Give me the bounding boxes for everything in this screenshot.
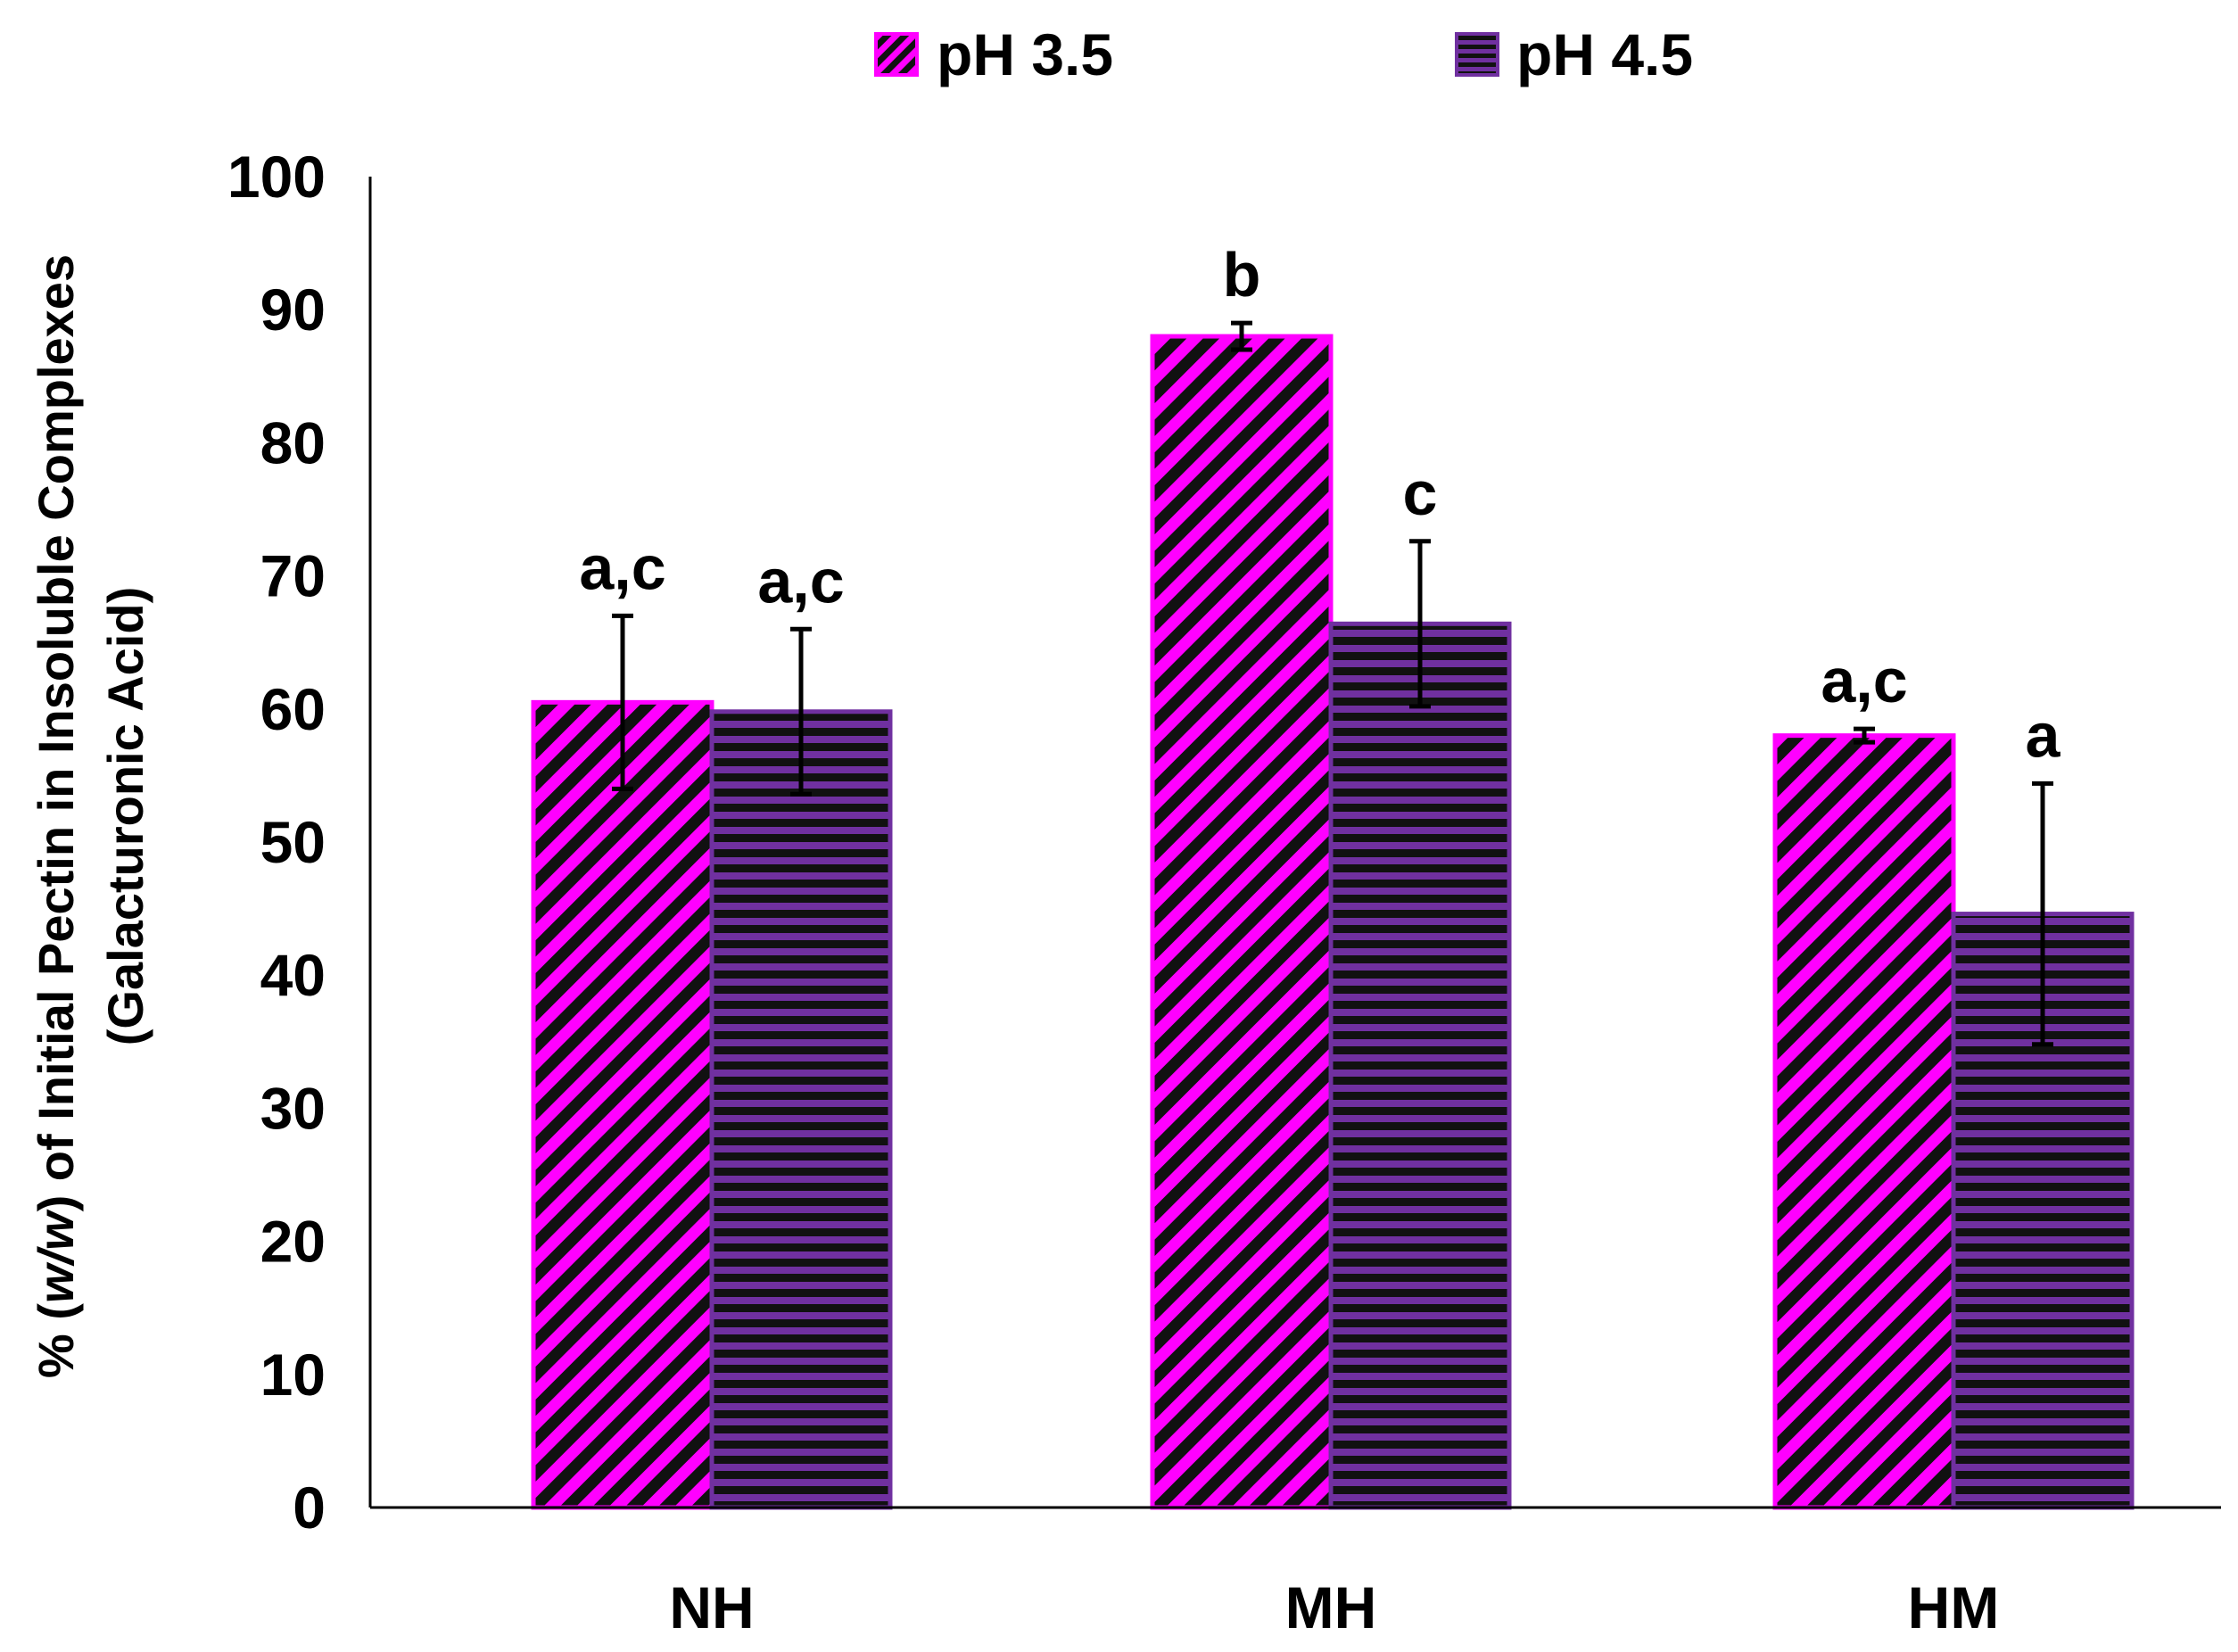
legend-swatch-ph35: [874, 32, 919, 77]
y-tick-label: 40: [260, 942, 326, 1008]
legend: pH 3.5 pH 4.5: [874, 21, 1693, 87]
error-bar: [1409, 539, 1431, 709]
y-tick-label: 10: [260, 1342, 326, 1408]
significance-label: a,c: [757, 546, 844, 615]
y-tick-label: 90: [260, 277, 326, 343]
y-tick-label: 100: [227, 144, 326, 210]
x-category-label: NH: [669, 1574, 754, 1640]
significance-label: a,c: [579, 533, 665, 602]
y-tick-label: 70: [260, 543, 326, 609]
y-tick-label: 0: [293, 1474, 326, 1540]
error-bar: [1854, 726, 1875, 745]
y-tick-label: 20: [260, 1209, 326, 1275]
x-axis-labels: NH MH HM: [669, 1574, 1999, 1640]
y-tick-label: 60: [260, 676, 326, 742]
y-tick-label: 50: [260, 809, 326, 875]
error-bars: [612, 320, 2053, 1047]
bar-hm-series1: [1772, 733, 1956, 1510]
legend-swatch-ph45: [1455, 32, 1499, 77]
significance-label: a,c: [1821, 646, 1907, 715]
significance-label: a: [2026, 700, 2061, 770]
x-category-label: HM: [1908, 1574, 2000, 1640]
error-bar: [612, 613, 633, 791]
y-axis-title-line2: (Galacturonic Acid): [97, 587, 153, 1045]
bar-nh-series2: [709, 709, 893, 1510]
significance-labels: a,c a,c b c a,c a: [579, 240, 2060, 770]
y-axis-title: % (w/w) of Initial Pectin in Insoluble C…: [28, 254, 153, 1378]
significance-label: c: [1403, 458, 1438, 528]
legend-label-ph45: pH 4.5: [1516, 21, 1693, 87]
y-axis-ticks: 0 10 20 30 40 50 60 70 80 90 100: [227, 144, 326, 1540]
bars: [531, 334, 2135, 1510]
error-bar: [1231, 320, 1252, 352]
y-tick-label: 80: [260, 409, 326, 475]
legend-label-ph35: pH 3.5: [937, 21, 1113, 87]
x-category-label: MH: [1285, 1574, 1377, 1640]
significance-label: b: [1223, 240, 1261, 310]
error-bar: [2032, 781, 2053, 1047]
error-bar: [790, 626, 812, 797]
y-tick-label: 30: [260, 1075, 326, 1141]
bar-mh-series1: [1150, 334, 1334, 1510]
bar-nh-series1: [531, 699, 714, 1510]
bar-mh-series2: [1328, 621, 1512, 1510]
y-axis-title-line1: % (w/w) of Initial Pectin in Insoluble C…: [28, 254, 84, 1378]
